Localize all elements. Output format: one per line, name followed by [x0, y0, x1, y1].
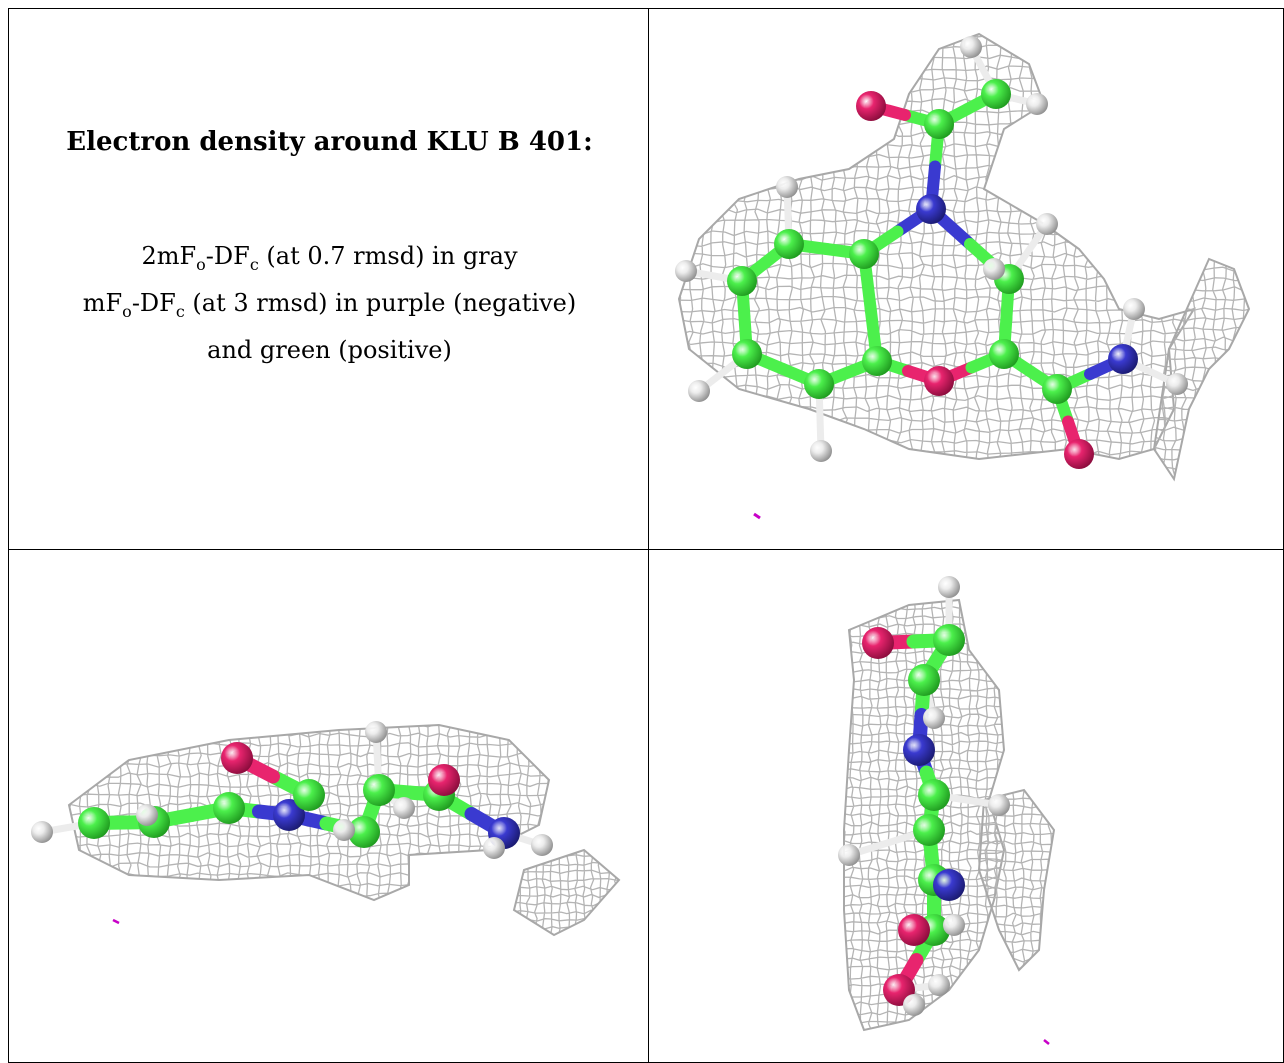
carbon-atom [862, 346, 892, 376]
carbon-atom [774, 229, 804, 259]
hydrogen-atom [838, 844, 860, 866]
carbon-atom [1042, 374, 1072, 404]
hydrogen-atom [333, 819, 355, 841]
hydrogen-atom [1036, 213, 1058, 235]
oxygen-atom [221, 742, 253, 774]
hydrogen-atom [988, 794, 1010, 816]
hydrogen-atom [136, 804, 158, 826]
carbon-atom [804, 369, 834, 399]
view-side-cell [8, 549, 649, 1063]
molecule-edge-view [838, 576, 1056, 1045]
molecule-top-view [675, 32, 1251, 520]
legend-line-3: and green (positive) [207, 335, 452, 364]
figure-title: Electron density around KLU B 401: [66, 127, 593, 157]
carbon-atom [293, 779, 325, 811]
hydrogen-atom [1166, 373, 1188, 395]
carbon-atom [913, 814, 945, 846]
hydrogen-atom [483, 837, 505, 859]
carbon-atom [348, 816, 380, 848]
oxygen-atom [1064, 439, 1094, 469]
hydrogen-atom [938, 576, 960, 598]
hydrogen-atom [810, 440, 832, 462]
hydrogen-atom [531, 834, 553, 856]
hydrogen-atom [365, 721, 387, 743]
molecule-side-view [31, 721, 621, 937]
figure-table: Electron density around KLU B 401: 2mFo-… [8, 8, 1284, 1063]
hydrogen-atom [675, 260, 697, 282]
nitrogen-atom [903, 734, 935, 766]
oxygen-atom [856, 91, 886, 121]
hydrogen-atom [903, 994, 925, 1016]
hydrogen-atom [983, 258, 1005, 280]
hydrogen-atom [928, 974, 950, 996]
carbon-atom [213, 792, 245, 824]
hydrogen-atom [31, 821, 53, 843]
carbon-atom [849, 239, 879, 269]
carbon-atom [732, 339, 762, 369]
carbon-atom [727, 266, 757, 296]
carbon-atom [78, 807, 110, 839]
density-mesh-top-extra-outline [1152, 257, 1251, 482]
density-mesh-side-extra-outline [512, 848, 621, 937]
density-mesh-edge-extra [979, 790, 1054, 970]
caption-cell: Electron density around KLU B 401: 2mFo-… [8, 8, 649, 550]
oxygen-atom [862, 627, 894, 659]
carbon-atom [924, 109, 954, 139]
difference-density-fragment [1043, 1039, 1050, 1045]
difference-density-fragment [112, 918, 120, 925]
density-mesh-edge-extra-outline [977, 788, 1056, 972]
density-mesh-edge-outline [843, 598, 1006, 1032]
carbon-atom [918, 779, 950, 811]
hydrogen-atom [688, 380, 710, 402]
view-top-cell [648, 8, 1284, 550]
nitrogen-atom [273, 799, 305, 831]
hydrogen-atom [943, 914, 965, 936]
nitrogen-atom [933, 869, 965, 901]
hydrogen-atom [393, 797, 415, 819]
nitrogen-atom [1108, 344, 1138, 374]
carbon-atom [933, 624, 965, 656]
legend-line-2: mFo-DFc (at 3 rmsd) in purple (negative) [82, 288, 577, 321]
hydrogen-atom [776, 176, 798, 198]
oxygen-atom [924, 366, 954, 396]
hydrogen-atom [960, 36, 982, 58]
hydrogen-atom [1026, 93, 1048, 115]
view-edge-cell [648, 549, 1284, 1063]
density-mesh-top-outline [677, 32, 1197, 461]
oxygen-atom [428, 764, 460, 796]
carbon-atom [363, 774, 395, 806]
density-mesh-top [679, 34, 1194, 459]
oxygen-atom [898, 914, 930, 946]
carbon-atom [908, 664, 940, 696]
hydrogen-atom [923, 707, 945, 729]
nitrogen-atom [916, 194, 946, 224]
difference-density-fragment [753, 512, 761, 520]
density-mesh-side-extra [514, 850, 619, 935]
hydrogen-atom [1123, 298, 1145, 320]
legend-line-1: 2mFo-DFc (at 0.7 rmsd) in gray [141, 242, 518, 274]
legend-text: 2mFo-DFc (at 0.7 rmsd) in gray mFo-DFc (… [9, 237, 648, 369]
carbon-atom [981, 79, 1011, 109]
carbon-atom [989, 339, 1019, 369]
